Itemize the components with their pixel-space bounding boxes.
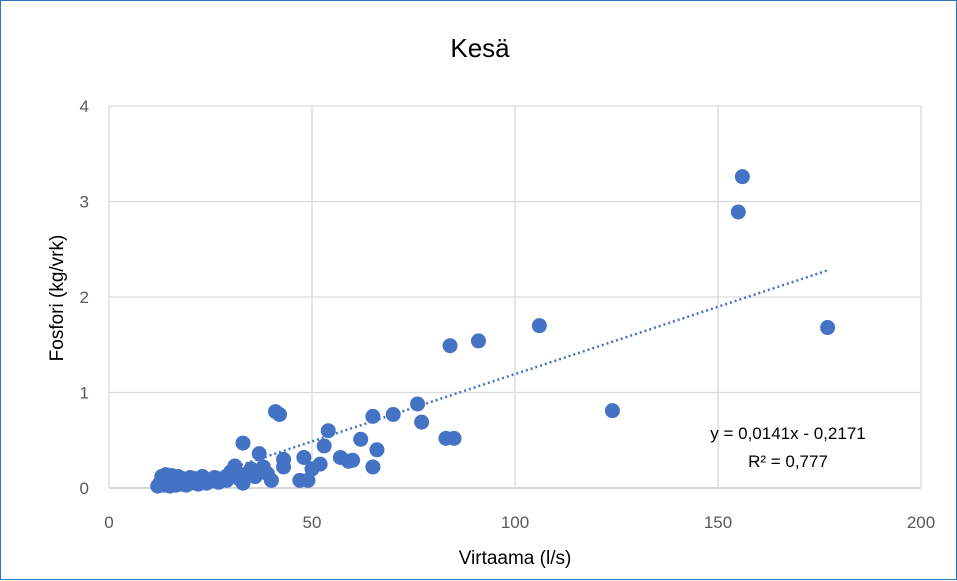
chart-title: Kesä — [450, 33, 510, 63]
y-tick-label: 1 — [80, 384, 89, 403]
x-tick-label: 50 — [303, 513, 322, 532]
y-tick-label: 3 — [80, 193, 89, 212]
y-tick-label: 2 — [80, 288, 89, 307]
scatter-point — [263, 472, 279, 488]
scatter-point — [296, 449, 312, 465]
x-tick-label: 100 — [501, 513, 529, 532]
scatter-point — [345, 452, 361, 468]
scatter-point — [353, 431, 369, 447]
gridlines — [108, 105, 922, 489]
x-tick-label: 0 — [104, 513, 113, 532]
scatter-point — [300, 472, 316, 488]
scatter-point — [227, 458, 243, 474]
scatter-point — [365, 459, 381, 475]
scatter-point — [316, 438, 332, 454]
trendline-r-squared: R² = 0,777 — [748, 452, 828, 471]
y-axis-title: Fosfori (kg/vrk) — [47, 235, 68, 362]
scatter-point — [385, 406, 401, 422]
y-tick-label: 0 — [80, 479, 89, 498]
x-tick-label: 150 — [704, 513, 732, 532]
x-tick-label: 200 — [907, 513, 935, 532]
trendline-equation: y = 0,0141x - 0,2171 — [710, 424, 865, 443]
scatter-point — [235, 435, 251, 451]
scatter-point — [251, 446, 267, 462]
scatter-point — [312, 456, 328, 472]
data-points — [150, 169, 836, 494]
scatter-point — [365, 408, 381, 424]
scatter-point — [734, 169, 750, 185]
scatter-point — [730, 204, 746, 220]
scatter-point — [410, 396, 426, 412]
scatter-point — [320, 423, 336, 439]
scatter-point — [820, 320, 836, 336]
scatter-point — [414, 414, 430, 430]
scatter-point — [470, 333, 486, 349]
scatter-point — [272, 406, 288, 422]
trendline — [169, 269, 829, 490]
scatter-point — [446, 430, 462, 446]
x-axis-title: Virtaama (l/s) — [459, 548, 572, 569]
y-tick-label: 4 — [80, 97, 89, 116]
tick-labels: 0 1 2 3 4 0 50 100 150 200 — [80, 97, 936, 532]
scatter-point — [369, 442, 385, 458]
scatter-point — [531, 318, 547, 334]
scatter-point — [276, 451, 292, 467]
scatter-point — [442, 338, 458, 354]
scatter-point — [604, 403, 620, 419]
trendline-layer — [169, 269, 829, 490]
